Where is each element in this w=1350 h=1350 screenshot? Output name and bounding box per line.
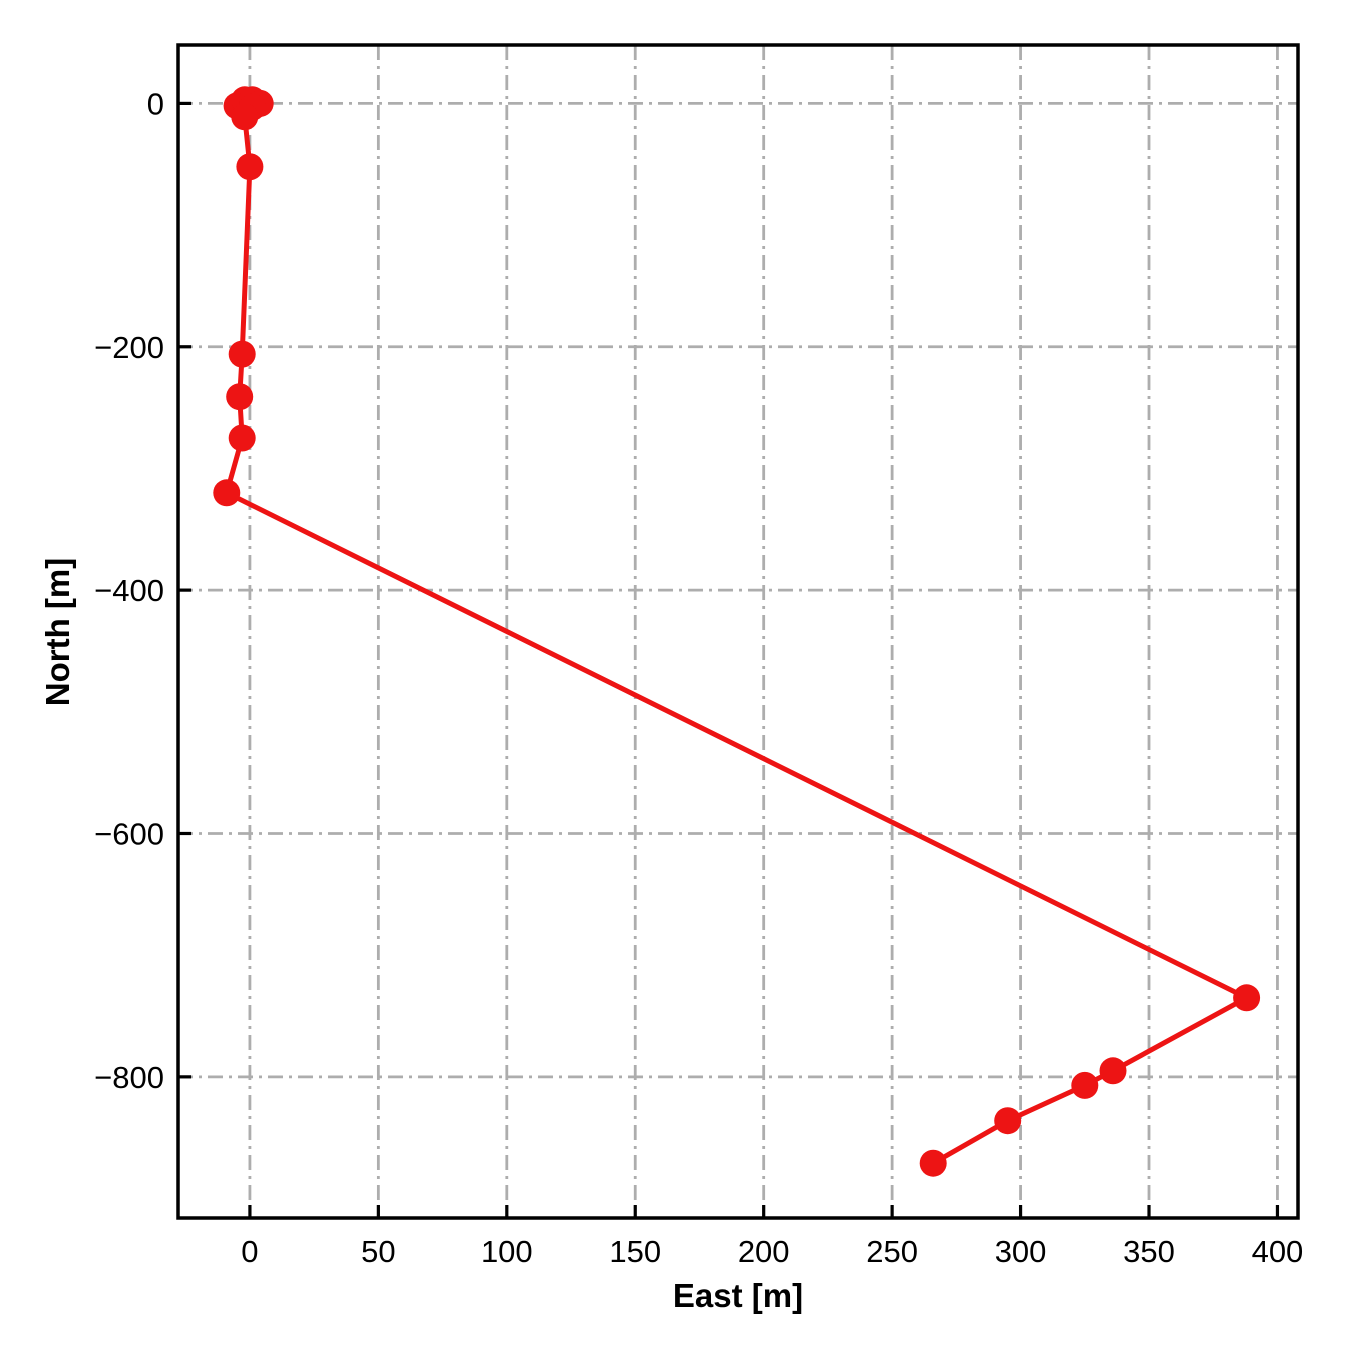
- trajectory-line: [224, 97, 1250, 1166]
- y-tick-label: −400: [94, 573, 164, 608]
- data-point: [226, 383, 254, 411]
- data-point: [994, 1107, 1022, 1135]
- x-axis-title: East [m]: [672, 1277, 804, 1314]
- x-tick-label: 0: [241, 1234, 258, 1269]
- x-tick-label: 350: [1123, 1234, 1175, 1269]
- x-tick-label: 300: [995, 1234, 1047, 1269]
- y-tick-label: −600: [94, 816, 164, 851]
- x-tick-label: 400: [1252, 1234, 1304, 1269]
- data-point: [1233, 984, 1261, 1012]
- x-tick-label: 50: [361, 1234, 395, 1269]
- data-point: [231, 103, 259, 131]
- data-point: [228, 340, 256, 368]
- data-point: [213, 479, 241, 507]
- y-tick-label: −200: [94, 330, 164, 365]
- data-point: [236, 153, 264, 181]
- x-tick-label: 250: [866, 1234, 918, 1269]
- data-point: [919, 1149, 947, 1177]
- x-tick-label: 150: [609, 1234, 661, 1269]
- x-tick-label: 200: [738, 1234, 790, 1269]
- y-axis-title: North [m]: [39, 557, 76, 707]
- y-tick-label: 0: [147, 86, 164, 121]
- data-point: [228, 424, 256, 452]
- x-tick-label: 100: [481, 1234, 533, 1269]
- data-point: [1071, 1071, 1099, 1099]
- data-point: [1099, 1057, 1127, 1085]
- y-tick-label: −800: [94, 1060, 164, 1095]
- plot-border: [176, 43, 1300, 1220]
